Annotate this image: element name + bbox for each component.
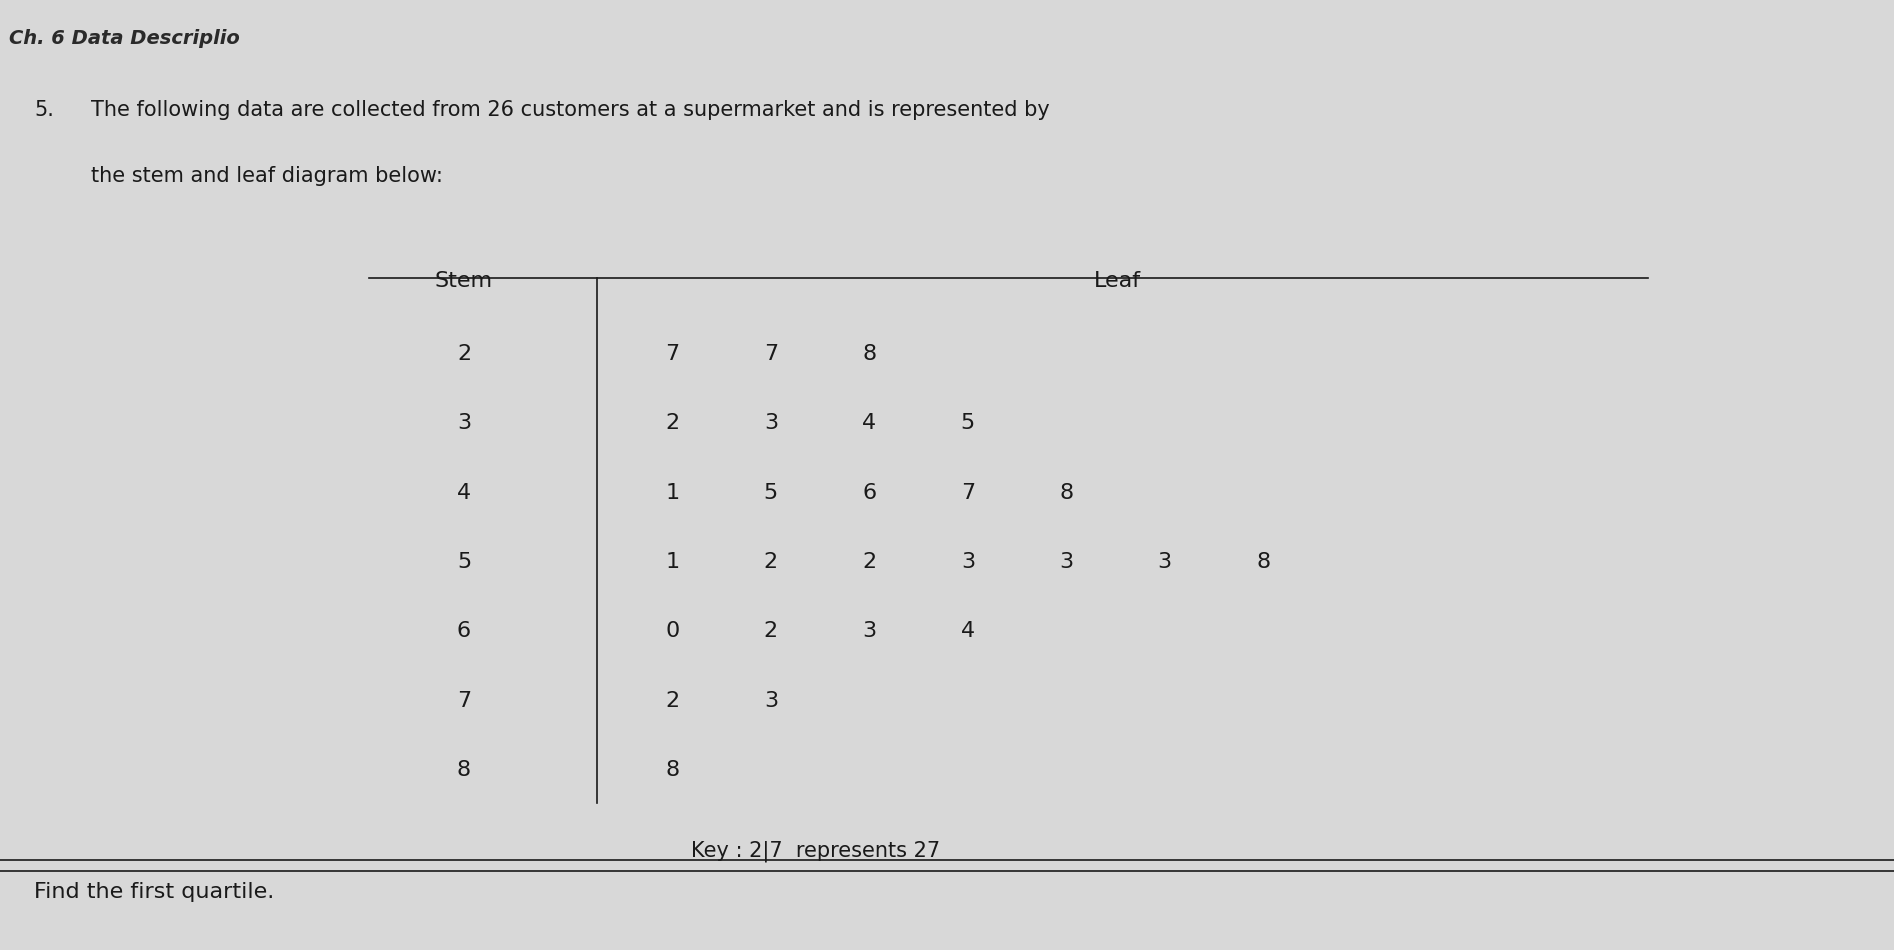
Text: Find the first quartile.: Find the first quartile. <box>34 882 275 902</box>
Text: 6: 6 <box>456 621 472 641</box>
Text: 0: 0 <box>665 621 680 641</box>
Text: 7: 7 <box>763 344 778 364</box>
Text: 2: 2 <box>862 552 877 572</box>
Text: 5.: 5. <box>34 100 53 120</box>
Text: 3: 3 <box>763 691 778 711</box>
Text: 4: 4 <box>456 483 472 503</box>
Text: Ch. 6 Data Descriplio: Ch. 6 Data Descriplio <box>9 28 241 48</box>
Text: 3: 3 <box>1157 552 1172 572</box>
Text: 8: 8 <box>862 344 877 364</box>
Text: 8: 8 <box>665 760 680 780</box>
Text: 4: 4 <box>862 413 877 433</box>
Text: 3: 3 <box>763 413 778 433</box>
Text: 6: 6 <box>862 483 877 503</box>
Text: The following data are collected from 26 customers at a supermarket and is repre: The following data are collected from 26… <box>91 100 1049 120</box>
Text: 4: 4 <box>960 621 975 641</box>
Text: Stem: Stem <box>436 271 492 291</box>
Text: 1: 1 <box>665 552 680 572</box>
Text: 8: 8 <box>456 760 472 780</box>
Text: 2: 2 <box>665 691 680 711</box>
Text: 3: 3 <box>1059 552 1074 572</box>
Text: 3: 3 <box>862 621 877 641</box>
Text: 2: 2 <box>456 344 472 364</box>
Text: 5: 5 <box>456 552 472 572</box>
Text: 5: 5 <box>763 483 778 503</box>
Text: 8: 8 <box>1059 483 1074 503</box>
Text: 7: 7 <box>665 344 680 364</box>
Text: 1: 1 <box>665 483 680 503</box>
Text: the stem and leaf diagram below:: the stem and leaf diagram below: <box>91 166 443 186</box>
Text: 7: 7 <box>960 483 975 503</box>
Text: 3: 3 <box>456 413 472 433</box>
Text: 7: 7 <box>456 691 472 711</box>
Text: 5: 5 <box>960 413 975 433</box>
Text: 2: 2 <box>763 552 778 572</box>
Text: Leaf: Leaf <box>1095 271 1140 291</box>
Text: 8: 8 <box>1256 552 1271 572</box>
Text: 2: 2 <box>665 413 680 433</box>
Text: Key : 2|7  represents 27: Key : 2|7 represents 27 <box>691 841 941 863</box>
Text: 3: 3 <box>960 552 975 572</box>
Text: 2: 2 <box>763 621 778 641</box>
